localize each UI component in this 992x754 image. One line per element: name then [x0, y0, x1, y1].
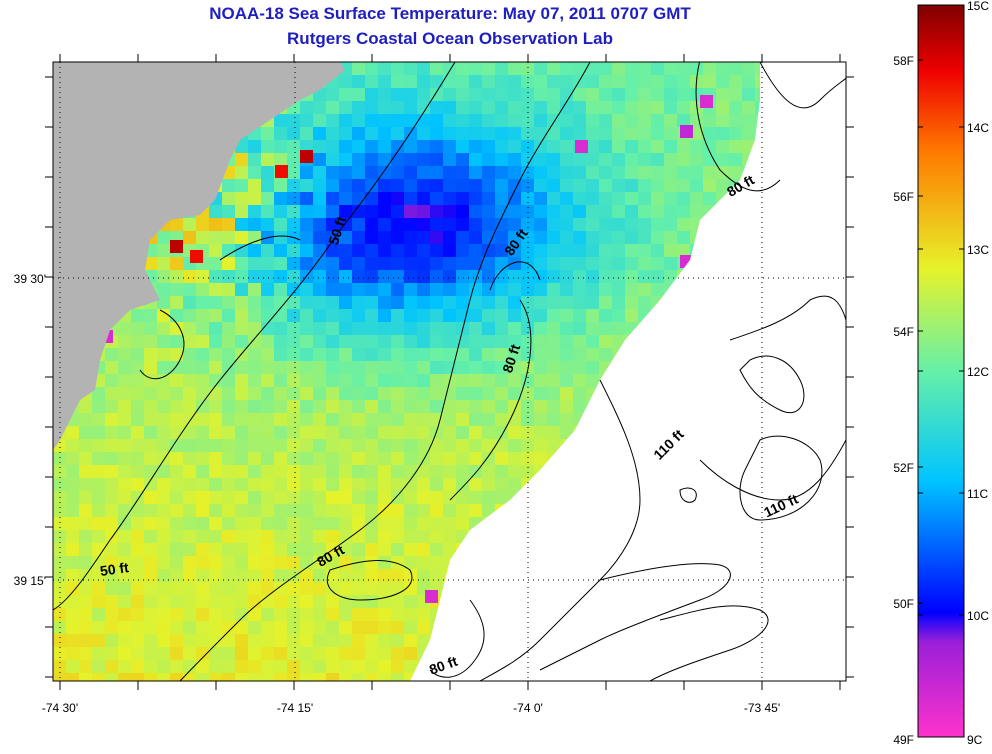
- lon-label: -74 30': [42, 701, 78, 715]
- colorbar-fahrenheit-label: 49F: [893, 733, 914, 747]
- lon-label: -73 45': [744, 701, 780, 715]
- colorbar-fahrenheit-label: 52F: [893, 461, 914, 475]
- colorbar-fahrenheit-label: 50F: [893, 597, 914, 611]
- land-mass: [53, 62, 345, 450]
- colorbar-celsius-label: 15C: [967, 0, 989, 13]
- lat-lon-grid: [53, 62, 846, 681]
- colorbar-celsius-label: 11C: [967, 487, 988, 501]
- colorbar: [917, 4, 965, 738]
- colorbar-celsius-label: 12C: [967, 365, 989, 379]
- no-data-region: [410, 62, 846, 681]
- colorbar-celsius-label: 14C: [967, 121, 989, 135]
- colorbar-fahrenheit-label: 54F: [893, 325, 914, 339]
- lon-label: -74 0': [513, 701, 543, 715]
- colorbar-celsius-label: 10C: [967, 609, 989, 623]
- depth-contours: [53, 62, 846, 681]
- colorbar-ticks: [918, 4, 964, 616]
- colorbar-celsius-label: 9C: [967, 733, 983, 747]
- depth-contour-label: 50 ft: [99, 559, 130, 579]
- lat-label: 39 15': [14, 574, 46, 588]
- lon-label: -74 15': [277, 701, 313, 715]
- map-title: NOAA-18 Sea Surface Temperature: May 07,…: [209, 4, 691, 23]
- map-subtitle: Rutgers Coastal Ocean Observation Lab: [287, 29, 613, 48]
- colorbar-celsius-label: 13C: [967, 243, 989, 257]
- lat-label: 39 30': [14, 272, 46, 286]
- colorbar-fahrenheit-label: 58F: [893, 54, 914, 68]
- frame-ticks: [45, 54, 854, 690]
- colorbar-fahrenheit-label: 56F: [893, 190, 914, 204]
